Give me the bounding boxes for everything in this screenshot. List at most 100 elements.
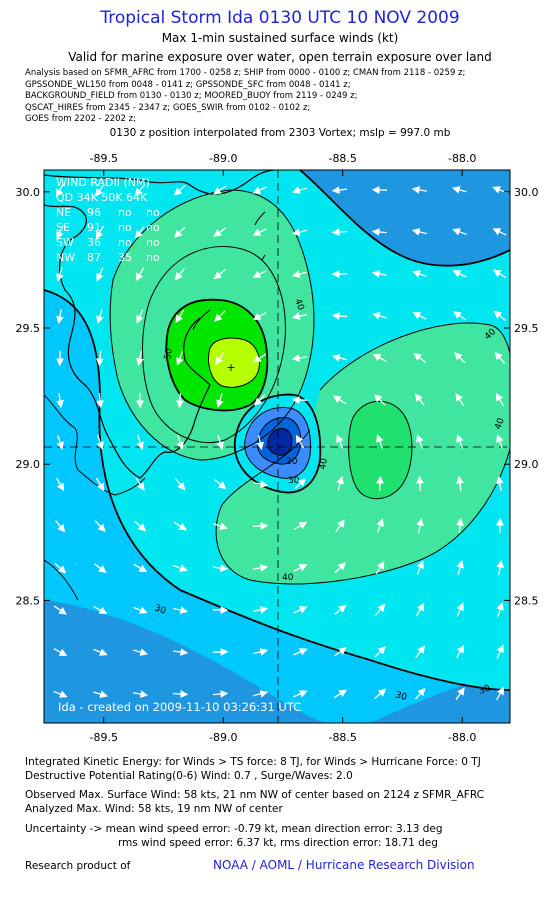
- contour-label: 40: [282, 573, 294, 583]
- wind-vector: [55, 520, 66, 533]
- quadrant: NE: [56, 206, 71, 219]
- wind-vector: [375, 560, 385, 575]
- radius-34: 87: [87, 251, 101, 264]
- wind-vector: [172, 648, 189, 656]
- wind-vector: [335, 519, 345, 533]
- wind-vector: [96, 392, 104, 409]
- wind-vector: [374, 394, 386, 406]
- contour-line-30: [299, 170, 510, 267]
- position-note: 0130 z position interpolated from 2303 V…: [109, 127, 451, 139]
- wind-vector: [376, 475, 384, 492]
- quadrant: SW: [56, 236, 74, 249]
- contour-fill-55: [208, 338, 260, 388]
- y-tick-label: 29.5: [514, 322, 539, 335]
- wind-vector: [174, 226, 186, 238]
- wind-vector: [291, 354, 308, 362]
- wind-vector: [494, 351, 506, 364]
- wind-vector: [173, 564, 188, 572]
- wind-vector: [331, 354, 347, 362]
- wind-vector: [95, 225, 105, 240]
- wind-vector: [496, 602, 504, 617]
- radius-64: no: [146, 251, 160, 264]
- wind-vector: [295, 434, 305, 449]
- wind-vector: [54, 562, 67, 574]
- wind-vector: [214, 479, 227, 490]
- ike-line: Integrated Kinetic Energy: for Winds > T…: [25, 756, 481, 768]
- wind-vector: [371, 270, 388, 278]
- wind-vector: [56, 435, 64, 450]
- wind-vector: [133, 606, 148, 614]
- radius-34: 91: [87, 221, 101, 234]
- wind-vector: [372, 312, 387, 320]
- wind-vector: [253, 690, 269, 698]
- wind-vector: [173, 184, 186, 196]
- radius-34: 36: [87, 236, 101, 249]
- wind-vector: [376, 518, 384, 533]
- wind-vector: [336, 434, 344, 449]
- wind-vector: [376, 434, 384, 449]
- wind-vector: [216, 435, 224, 450]
- wind-vector: [56, 392, 64, 409]
- wind-vector: [132, 690, 149, 698]
- uncertainty-line-2: rms wind speed error: 6.37 kt, rms direc…: [118, 837, 438, 849]
- y-tick-label: 28.5: [16, 594, 41, 607]
- wind-radii-row: SE 91 no no: [56, 221, 160, 234]
- wind-radii-columns: QD 34K 50K 64K: [56, 191, 148, 204]
- plot-frame: [43, 169, 511, 724]
- x-tick-label: -88.5: [328, 731, 356, 744]
- wind-vector: [411, 228, 427, 236]
- wind-vector: [371, 228, 388, 236]
- wind-vector: [53, 648, 68, 656]
- wind-vector: [133, 563, 148, 573]
- wind-vector: [416, 517, 424, 533]
- org-link[interactable]: NOAA / AOML / Hurricane Research Divisio…: [213, 858, 475, 872]
- wind-vector: [96, 350, 104, 367]
- wind-vector: [415, 645, 426, 658]
- contour-line-10: [257, 417, 302, 465]
- wind-vector: [495, 686, 505, 701]
- wind-vector: [415, 602, 425, 617]
- wind-vector: [253, 353, 267, 363]
- wind-vector: [253, 480, 269, 488]
- contour-label: 40: [493, 417, 506, 431]
- analysis-line: QSCAT_HIRES from 2345 - 2347 z; GOES_SWI…: [25, 103, 311, 113]
- wind-vector: [53, 605, 67, 615]
- wind-vector: [135, 267, 145, 282]
- wind-vector: [134, 520, 147, 532]
- wind-vector: [416, 434, 424, 449]
- contour-label: 20: [286, 457, 298, 467]
- wind-vector: [252, 522, 269, 530]
- wind-vector: [213, 522, 228, 530]
- chart-title: Tropical Storm Ida 0130 UTC 10 NOV 2009: [100, 8, 460, 28]
- contour-label: 30: [394, 690, 408, 703]
- contour-fill-20: [44, 600, 330, 723]
- wind-vector: [414, 393, 425, 406]
- wind-vector: [416, 560, 424, 575]
- coastline: [44, 204, 211, 479]
- contour-fill-45: [348, 401, 412, 499]
- wind-vector: [411, 186, 428, 194]
- analysis-line: GPSSONDE_WL150 from 0048 - 0141 z; GPSSO…: [25, 80, 351, 90]
- wind-vector: [136, 351, 144, 367]
- wind-vector: [413, 352, 426, 363]
- radius-64: no: [146, 221, 160, 234]
- radius-50: no: [118, 236, 132, 249]
- wind-vector: [492, 269, 507, 279]
- y-tick-label: 30.0: [514, 186, 539, 199]
- wind-vector: [172, 690, 189, 698]
- wind-vector: [452, 228, 467, 236]
- wind-vector: [212, 648, 229, 656]
- wind-vector: [455, 644, 465, 659]
- contour-fill-5-vortex: [267, 428, 292, 456]
- wind-radii-header: WIND RADII (NM): [56, 176, 150, 189]
- wind-vector: [412, 312, 427, 320]
- quadrant: NW: [56, 251, 75, 264]
- wind-vector: [495, 392, 505, 407]
- analysis-line: GOES from 2202 - 2202 z;: [25, 114, 136, 124]
- wind-vector: [456, 602, 464, 617]
- wind-vector: [412, 270, 427, 278]
- wind-vector: [95, 183, 105, 197]
- analysis-line: BACKGROUND_FIELD from 0130 - 0130 z; MOO…: [25, 91, 358, 101]
- wind-vector: [94, 563, 107, 573]
- contour-line-55: [208, 337, 260, 388]
